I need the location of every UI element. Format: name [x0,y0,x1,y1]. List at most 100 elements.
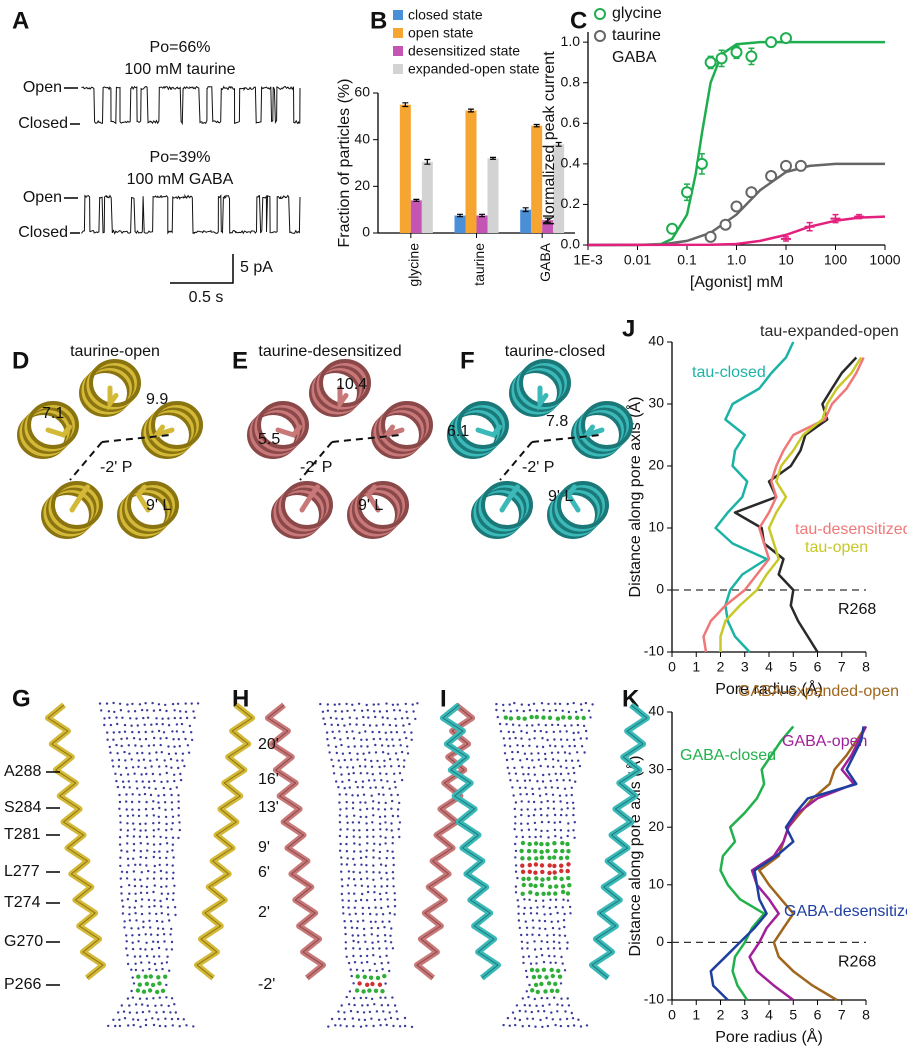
helix-coil [316,361,369,410]
helix-trace-shadow [442,704,499,979]
pore-dot [381,716,384,719]
pore-dot [527,1024,531,1028]
pore-dot [516,715,521,721]
pore-dot [365,864,368,867]
pore-dot [549,967,554,973]
pore-dot [402,765,406,768]
pore-dot [173,716,176,720]
pore-dot [529,912,533,915]
pore-dot [562,919,566,922]
pore-dot [385,828,388,831]
distance-label: 6.1 [447,423,469,440]
pore-dot [396,793,399,797]
helix-coil [27,401,79,449]
pore-dot [541,715,546,720]
pore-dot [136,787,139,790]
pore-dot [391,703,395,706]
pore-dot [362,752,365,755]
pore-dot [155,989,160,995]
pore-dot [120,892,123,895]
pore-dot [122,1010,126,1013]
pore-dot [352,947,355,950]
pore-dot [531,1017,535,1020]
pore-dot [560,955,563,959]
pore-dot [391,850,394,853]
pore-dot [341,906,345,909]
pore-dot [121,716,124,719]
side-chain [579,424,605,440]
pore-dot [567,1024,570,1028]
helix-coil [581,401,633,449]
pore-dot [346,857,349,860]
pore-dot [353,1003,356,1007]
pore-dot [402,724,405,727]
pore-dot [343,1017,346,1021]
pore-dot [373,898,377,902]
pore-dot [514,849,518,853]
pore-dot [165,897,169,901]
scale-label: 5 pA [240,259,273,276]
pore-dot [552,730,555,734]
pore-dot [334,710,337,713]
pore-dot [330,1017,334,1021]
pore-dot [557,759,560,762]
pore-dot [100,709,103,712]
series-label: tau-closed [692,364,766,381]
pore-dot [568,744,571,748]
pore-dot [534,856,539,861]
pore-dot [169,758,173,761]
pore-dot [566,947,569,950]
pore-dot [343,724,346,727]
pore-dot [383,759,386,762]
pore-dot [337,1010,340,1013]
pore-dot [145,835,149,839]
pore-dot [356,752,359,755]
pore-dot [118,702,122,705]
pore-dot [397,828,400,831]
pore-dot [514,815,517,818]
pore-dot [528,744,531,747]
pore-dot [398,801,401,805]
pore-dot [379,737,382,741]
pore-dot [347,772,350,776]
pore-dot [519,848,524,854]
pore-dot [157,821,161,824]
pore-dot [147,988,153,993]
pore-dot [533,849,538,854]
pore-dot [124,759,127,762]
pore-dot [165,961,169,964]
pore-dot [331,730,334,733]
pore-dot [165,771,168,775]
pore-dot [563,934,567,937]
pore-dot [361,1004,364,1007]
pore-dot [375,1010,379,1013]
data-point [681,186,693,199]
pore-dot [165,863,169,866]
pore-dot [548,1003,551,1006]
pore-dot [516,750,520,754]
pore-dot [564,759,568,762]
pore-dot [165,983,168,987]
pore-surface [495,701,594,1029]
pore-dot [355,926,359,930]
pore-dot [359,808,362,811]
pore-dot [553,875,558,881]
pore-dot [391,799,394,803]
pore-dot [566,834,569,838]
pore-dot [171,877,175,880]
pore-dot [362,723,365,727]
helix-coil [514,364,566,412]
pore-dot [149,793,153,797]
pore-dot [540,996,543,1000]
pore-dot [349,968,352,971]
pore-dot [161,723,164,726]
structure-title: taurine-open [70,343,160,360]
pore-dot [534,828,537,831]
side-chain [135,484,151,513]
pore-dot [326,709,330,712]
pore-dot [120,1004,124,1007]
pore-dot [571,801,575,804]
pore-dot [532,766,536,769]
pore-dot [572,766,575,770]
y-tick-label: 0 [362,224,370,240]
